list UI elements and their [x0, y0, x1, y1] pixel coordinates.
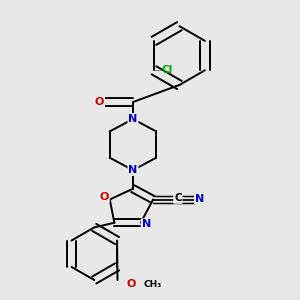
Text: O: O — [95, 97, 104, 107]
Text: N: N — [128, 165, 138, 175]
Text: Cl: Cl — [162, 65, 173, 75]
Text: CH₃: CH₃ — [143, 280, 161, 289]
Text: N: N — [142, 219, 151, 229]
Text: C: C — [174, 193, 182, 203]
Text: N: N — [128, 114, 138, 124]
Text: N: N — [195, 194, 204, 204]
Text: O: O — [100, 192, 109, 202]
Text: O: O — [127, 279, 136, 289]
